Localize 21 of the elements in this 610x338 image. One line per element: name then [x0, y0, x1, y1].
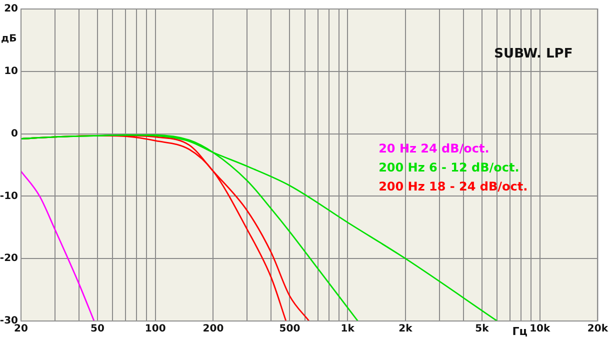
x-tick-label: 2k: [398, 324, 413, 335]
x-tick-label: 20k: [587, 324, 608, 335]
x-tick-label: 20: [14, 324, 28, 335]
x-tick-label: 500: [279, 324, 300, 335]
y-tick-label: -10: [0, 190, 18, 202]
y-tick-label: 0: [11, 128, 18, 140]
x-tick-label: 1k: [340, 324, 355, 335]
y-tick-label: -20: [0, 253, 18, 264]
x-tick-label: 100: [144, 324, 166, 335]
y-axis-title: дБ: [1, 34, 17, 45]
x-tick-label: 10k: [530, 324, 550, 335]
text: 20 Hz 24 dB/oct.: [378, 142, 490, 156]
x-tick-label: 5k: [475, 324, 490, 335]
text: SUBW. LPF: [494, 46, 573, 62]
y-tick-label: 20: [4, 4, 18, 15]
text: 200 Hz 6 - 12 dB/oct.: [378, 160, 520, 175]
text: 200 Hz 18 - 24 dB/oct.: [378, 180, 528, 194]
x-tick-label: 200: [202, 324, 224, 335]
x-tick-label: 50: [90, 324, 104, 335]
y-tick-label: 10: [4, 66, 18, 77]
x-axis-title: Гц: [512, 324, 528, 338]
